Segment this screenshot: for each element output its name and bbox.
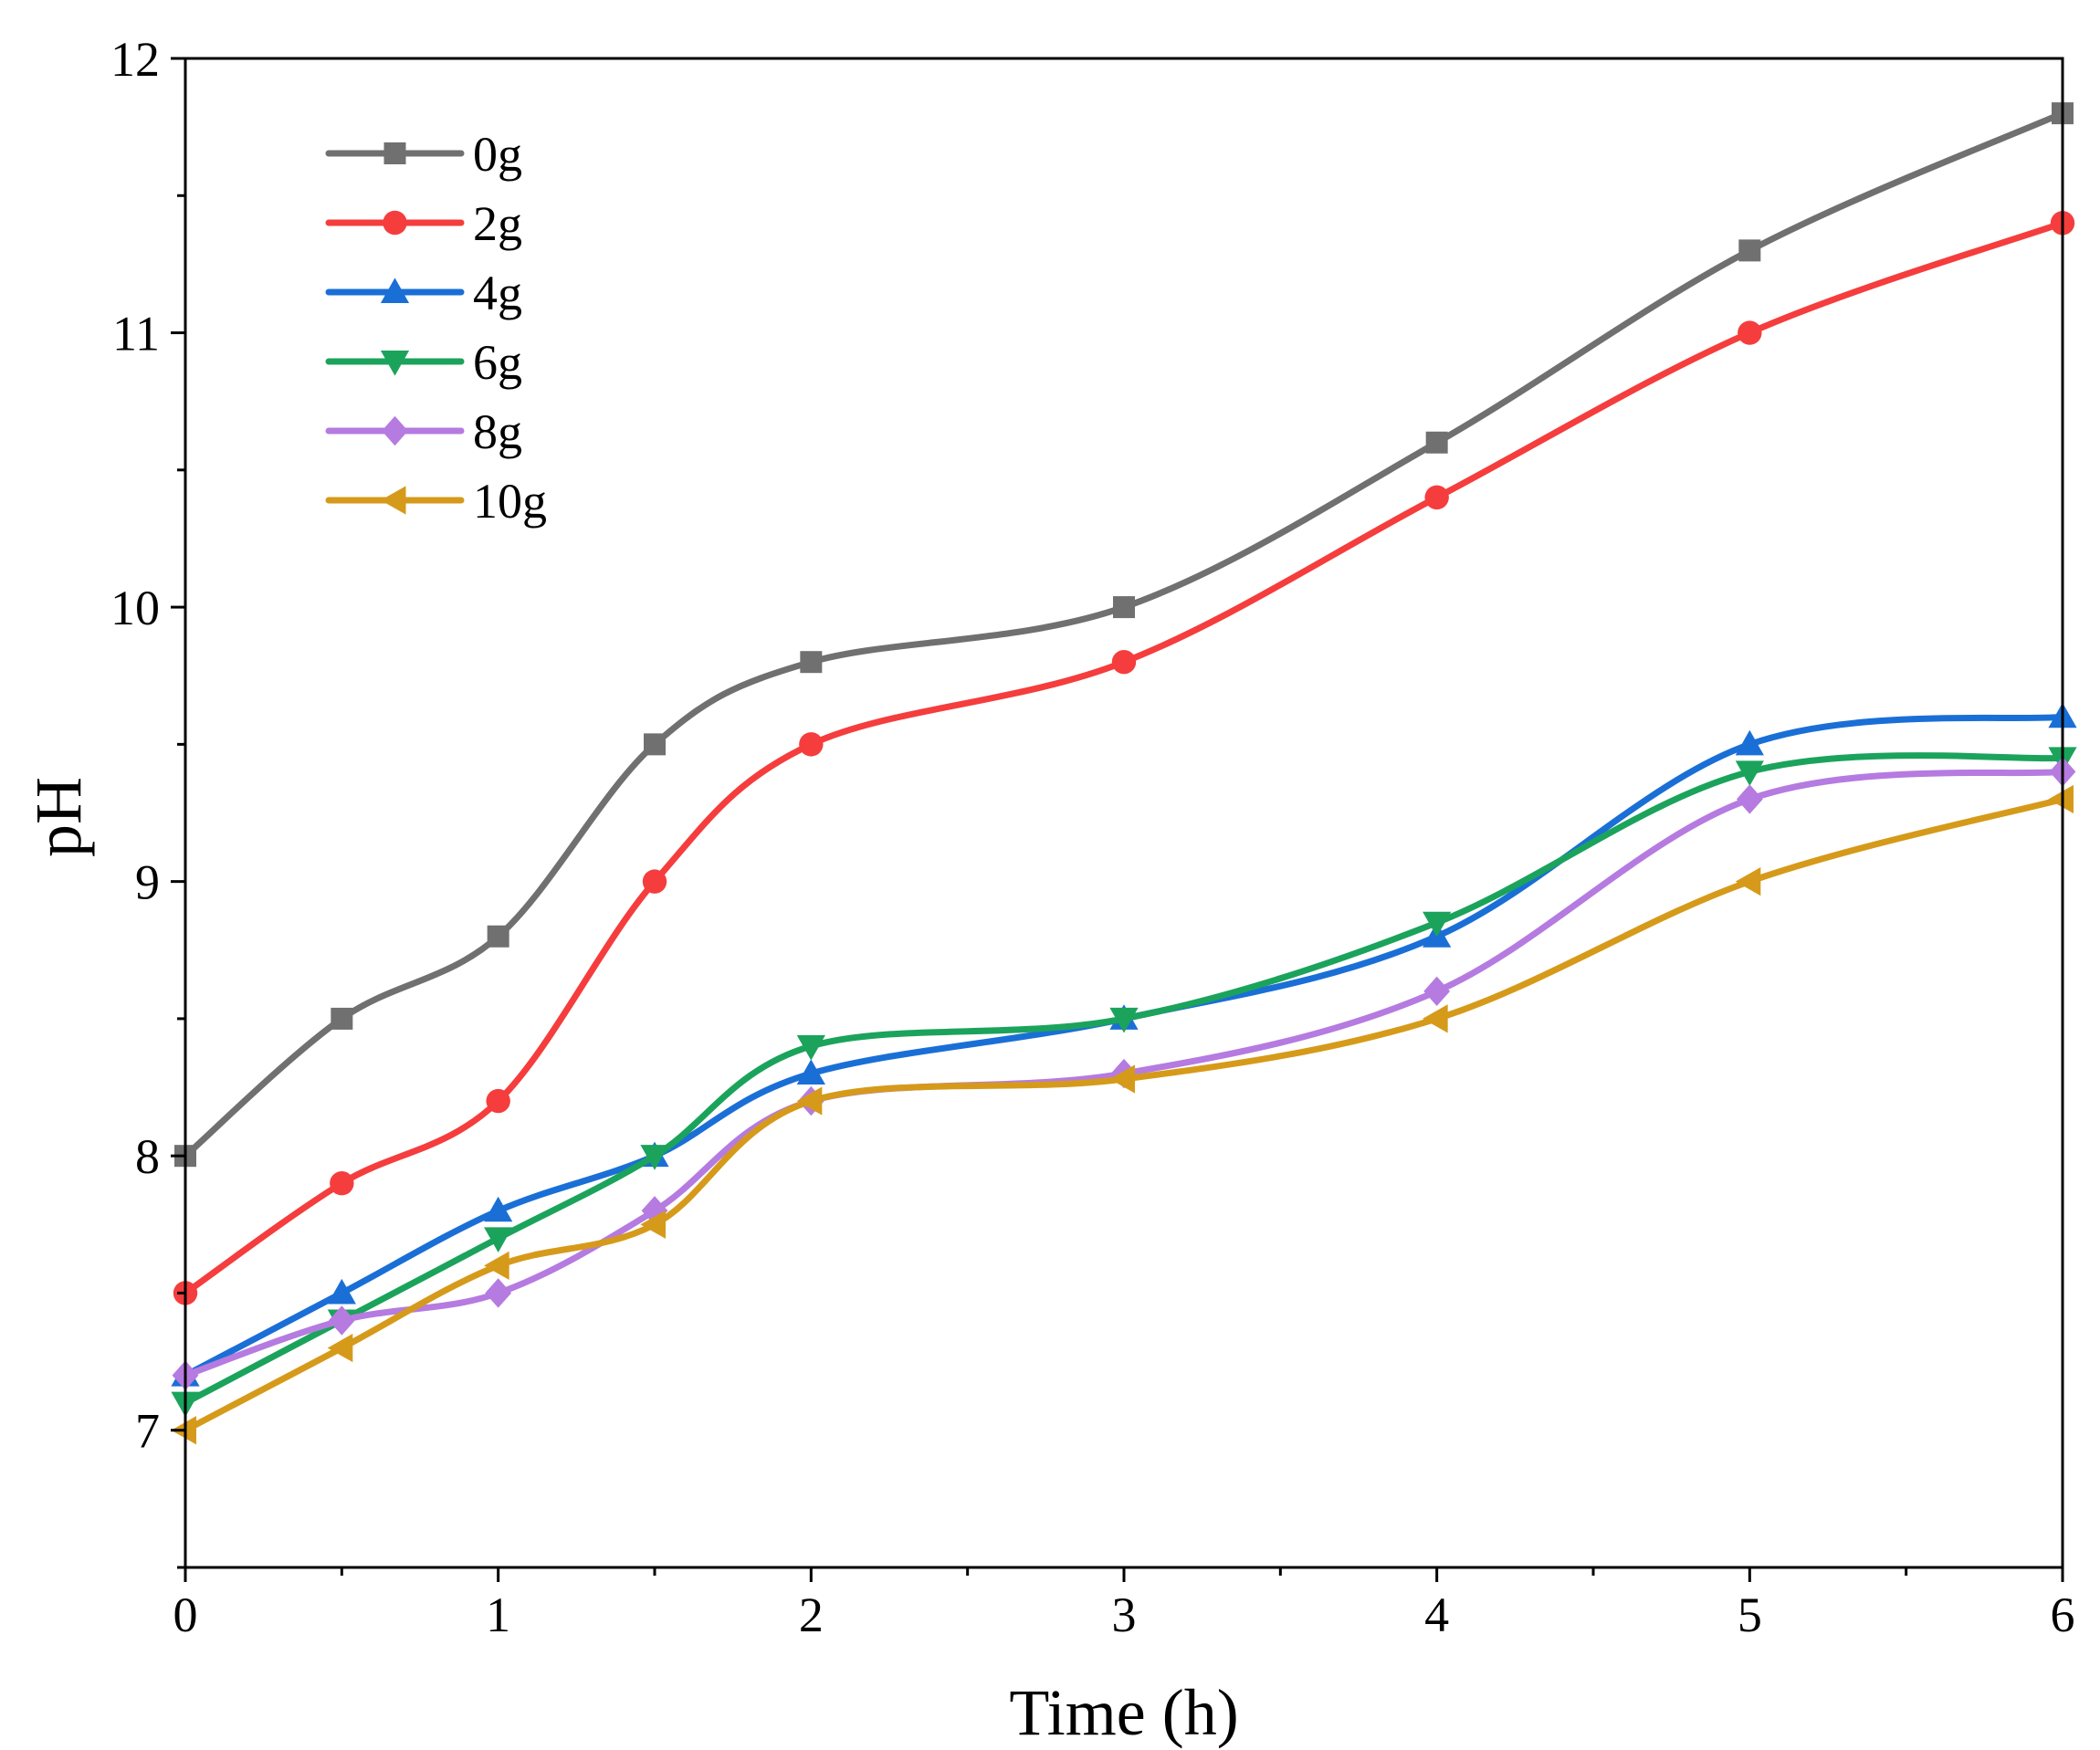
data-point-8g	[641, 1196, 668, 1226]
series-line-6g	[182, 752, 2066, 1407]
data-point-2g	[330, 1171, 354, 1196]
data-point-0g	[800, 651, 823, 674]
data-point-6g	[1423, 911, 1452, 938]
legend-swatch-marker	[380, 278, 410, 303]
data-point-6g	[1735, 760, 1764, 787]
series-line-10g	[182, 796, 2066, 1434]
series-2g	[173, 211, 2075, 1305]
x-axis-title: Time (h)	[1009, 1676, 1238, 1749]
x-tick-label: 5	[1738, 1588, 1762, 1642]
data-point-2g	[486, 1088, 510, 1114]
series-4g	[171, 702, 2077, 1387]
y-tick-label: 7	[135, 1404, 160, 1459]
legend-swatch-marker	[383, 142, 406, 164]
x-tick-label: 1	[486, 1588, 510, 1642]
data-point-8g	[485, 1278, 512, 1308]
data-point-8g	[1736, 784, 1763, 814]
legend-swatch-marker	[380, 351, 410, 376]
data-point-0g	[331, 1007, 353, 1030]
data-point-4g	[796, 1059, 825, 1085]
data-point-2g	[799, 732, 824, 757]
legend-item-0g: 0g	[325, 127, 522, 182]
legend-item-4g: 4g	[325, 266, 522, 320]
data-point-4g	[1735, 729, 1764, 756]
data-point-10g	[796, 1086, 823, 1116]
legend-item-2g: 2g	[325, 196, 522, 251]
y-tick-label: 11	[112, 307, 160, 362]
x-tick-label: 0	[173, 1588, 198, 1642]
legend-label: 8g	[473, 404, 522, 459]
data-point-10g	[2048, 784, 2074, 814]
y-axis-title: pH	[22, 777, 95, 857]
legend-item-8g: 8g	[325, 404, 522, 459]
data-point-4g	[327, 1278, 356, 1305]
y-tick-label: 8	[135, 1129, 160, 1184]
series-line-2g	[182, 219, 2066, 1296]
data-point-0g	[1425, 431, 1448, 454]
x-tick-label: 4	[1424, 1588, 1449, 1642]
data-point-10g	[327, 1333, 353, 1363]
data-point-8g	[328, 1305, 355, 1336]
data-point-6g	[640, 1145, 669, 1170]
legend-swatch-marker	[383, 210, 407, 236]
series-line-0g	[182, 110, 2066, 1159]
x-tick-label: 2	[799, 1588, 824, 1642]
plot-frame	[184, 57, 2064, 1569]
data-point-4g	[484, 1196, 513, 1222]
legend-item-6g: 6g	[325, 335, 522, 390]
data-point-8g	[1423, 976, 1451, 1007]
data-point-2g	[1111, 650, 1137, 675]
legend-label: 10g	[473, 474, 547, 529]
series-0g	[174, 102, 2074, 1168]
legend-label: 6g	[473, 335, 522, 390]
data-point-2g	[1738, 320, 1762, 345]
plot-layer	[171, 102, 2077, 1445]
y-tick-label: 12	[110, 32, 160, 87]
y-tick-label: 10	[110, 581, 160, 635]
legend-label: 0g	[473, 127, 522, 182]
legend: 0g 2g 4g 6g 8g 10g	[325, 127, 547, 529]
data-point-10g	[484, 1251, 509, 1280]
data-point-2g	[642, 869, 667, 894]
data-point-10g	[1423, 1004, 1448, 1033]
legend-item-10g: 10g	[325, 474, 547, 529]
data-point-10g	[1735, 867, 1761, 896]
legend-label: 4g	[473, 266, 522, 320]
data-point-6g	[796, 1034, 825, 1061]
data-point-10g	[640, 1210, 666, 1239]
x-tick-label: 3	[1112, 1588, 1137, 1642]
data-point-0g	[1738, 239, 1761, 262]
data-point-6g	[484, 1227, 513, 1252]
data-point-0g	[1113, 596, 1135, 619]
legend-swatch-marker	[380, 486, 406, 515]
data-point-0g	[487, 925, 509, 948]
series-line-4g	[182, 713, 2066, 1379]
data-point-10g	[1109, 1064, 1135, 1094]
data-point-0g	[644, 733, 666, 756]
series-10g	[171, 784, 2074, 1445]
legend-label: 2g	[473, 196, 522, 251]
data-point-6g	[1109, 1007, 1139, 1033]
data-point-2g	[1424, 485, 1449, 510]
x-tick-label: 6	[2051, 1588, 2075, 1642]
legend-swatch-marker	[382, 415, 408, 446]
y-tick-label: 9	[135, 855, 160, 910]
